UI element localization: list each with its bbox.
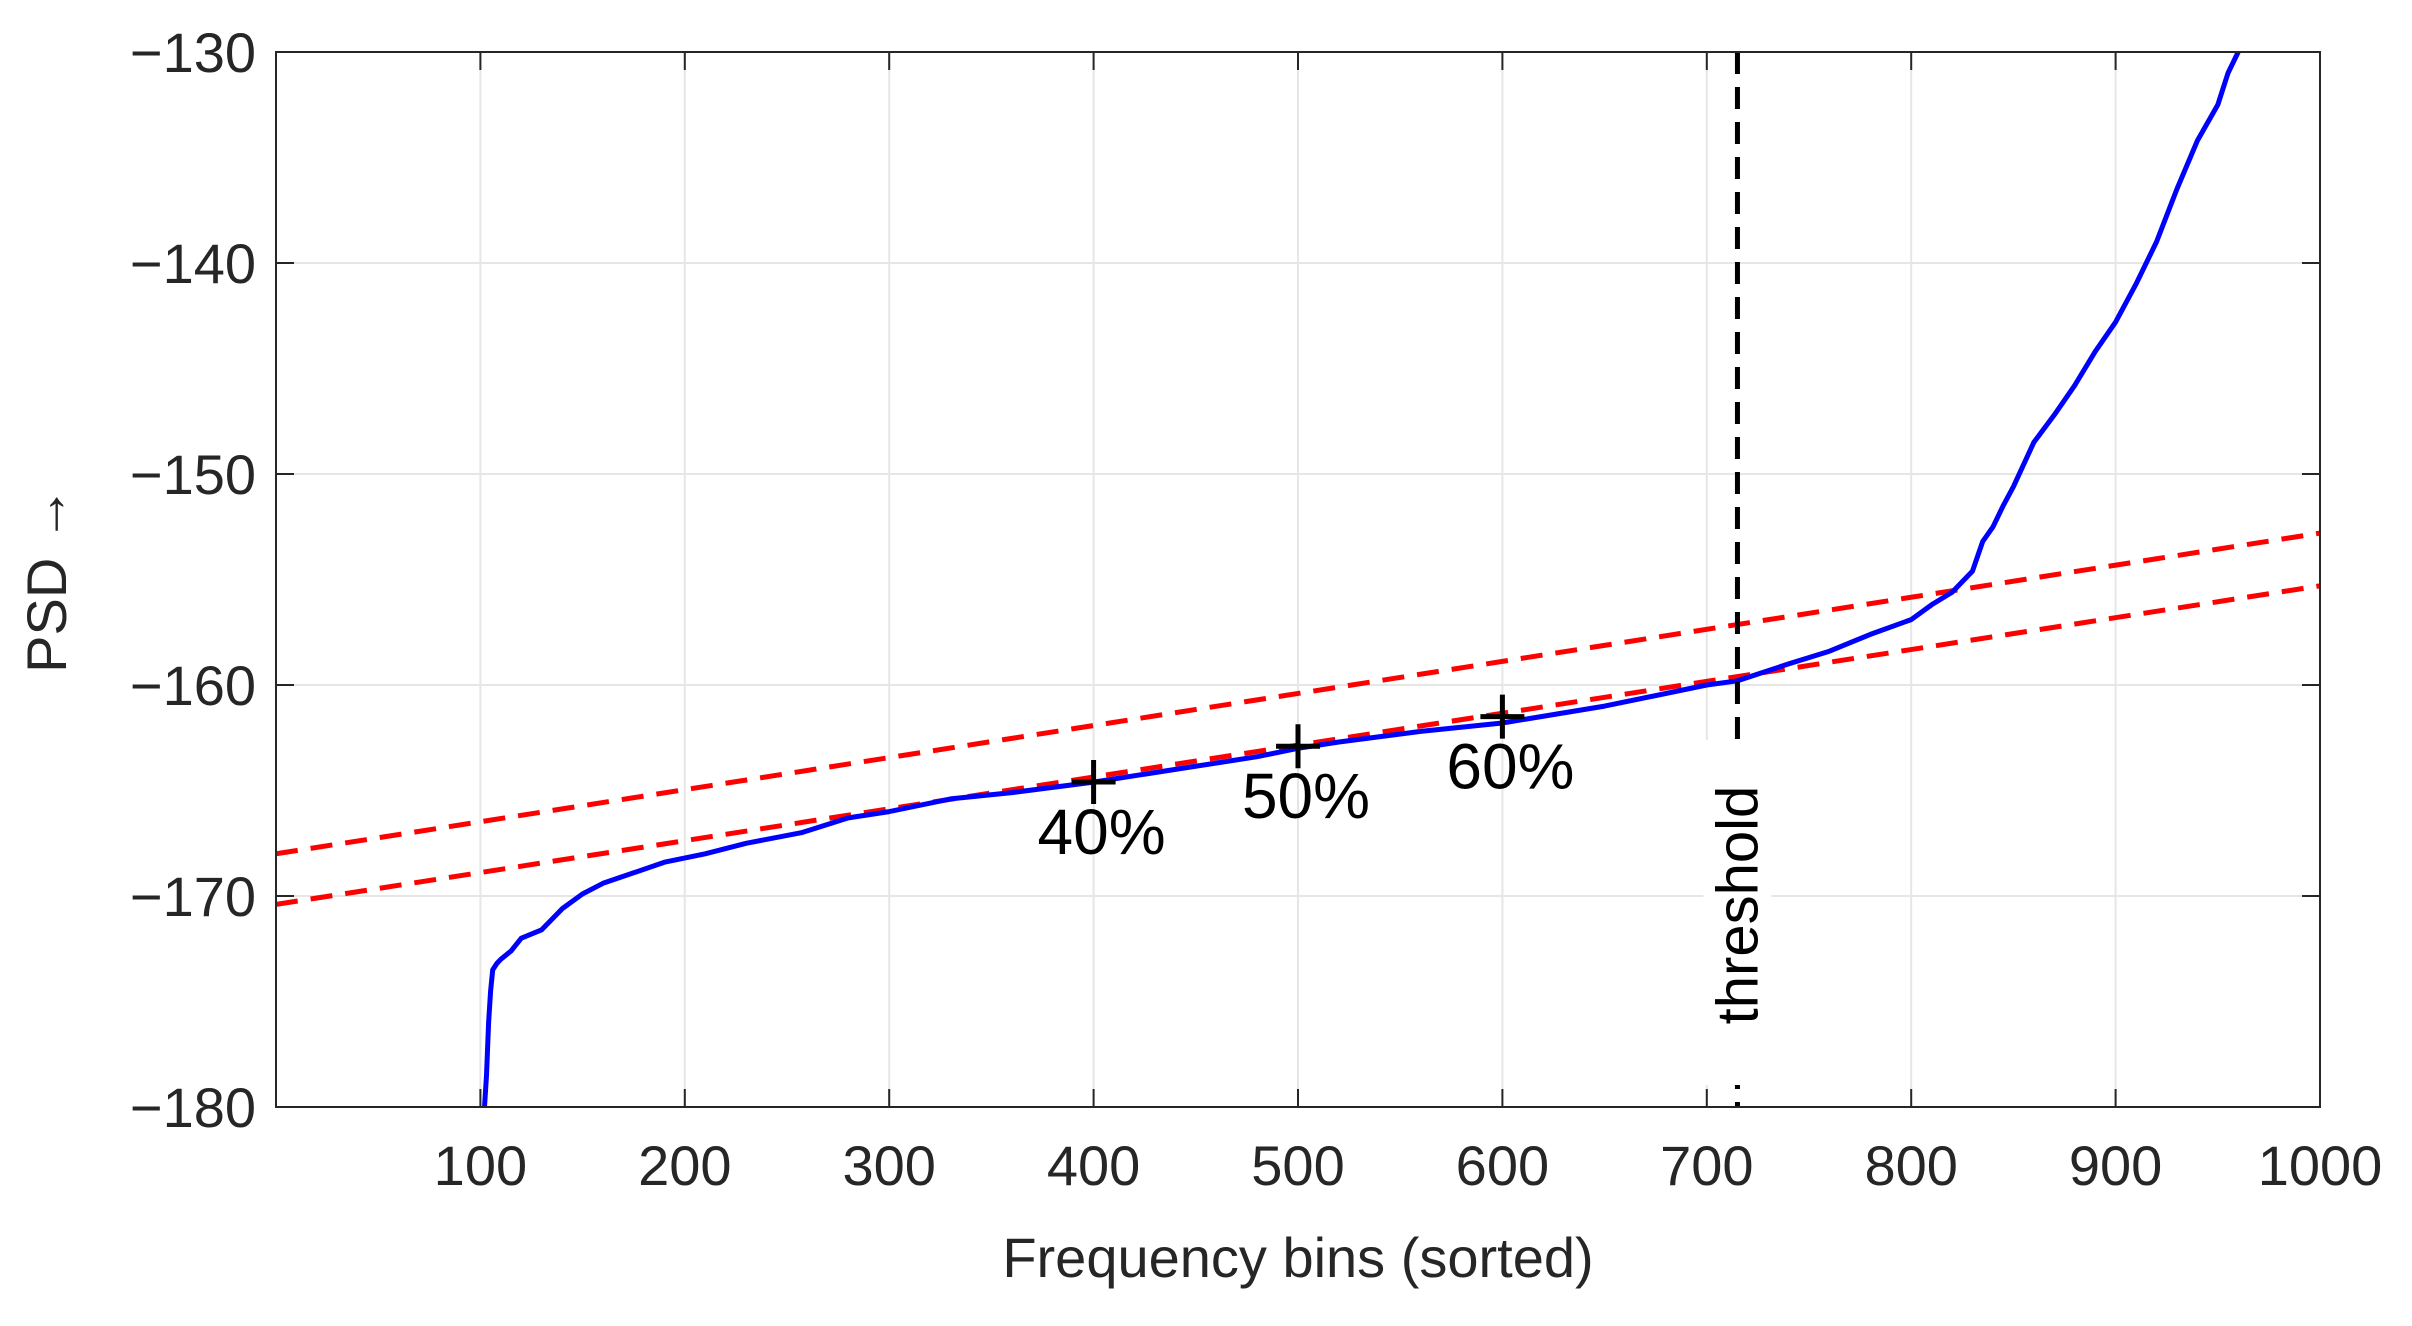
threshold-label-bg <box>1703 740 1772 1085</box>
percentile-label: 40% <box>1038 796 1166 868</box>
percentile-markers: 40% 50% 60% <box>1038 694 1574 868</box>
x-tick-label: 800 <box>1864 1134 1957 1197</box>
x-tick-label: 300 <box>842 1134 935 1197</box>
x-tick-label: 600 <box>1456 1134 1549 1197</box>
x-tick-label: 900 <box>2069 1134 2162 1197</box>
psd-curve-layer <box>482 52 2241 1107</box>
axis-ticks: 100 200 300 400 500 600 700 800 900 1000 −180 −170 −… <box>130 21 2382 1197</box>
y-tick-label: −140 <box>130 232 256 295</box>
y-tick-label: −130 <box>130 21 256 84</box>
x-tick-label: 1000 <box>2258 1134 2383 1197</box>
psd-curve <box>482 52 2241 1107</box>
x-tick-label: 100 <box>434 1134 527 1197</box>
y-tick-label: −180 <box>130 1076 256 1139</box>
y-axis-title: PSD → <box>15 486 78 673</box>
x-axis-title: Frequency bins (sorted) <box>1002 1226 1593 1289</box>
threshold-layer: threshold <box>1703 52 1772 1107</box>
y-tick-label: −160 <box>130 654 256 717</box>
x-tick-label: 700 <box>1660 1134 1753 1197</box>
y-tick-label: −170 <box>130 865 256 928</box>
percentile-label: 60% <box>1446 731 1574 803</box>
x-tick-label: 200 <box>638 1134 731 1197</box>
fit-line-2 <box>276 530 2320 857</box>
percentile-label: 50% <box>1242 760 1370 832</box>
x-tick-label: 500 <box>1251 1134 1344 1197</box>
x-tick-label: 400 <box>1047 1134 1140 1197</box>
y-tick-label: −150 <box>130 443 256 506</box>
threshold-label: threshold <box>1705 786 1770 1025</box>
